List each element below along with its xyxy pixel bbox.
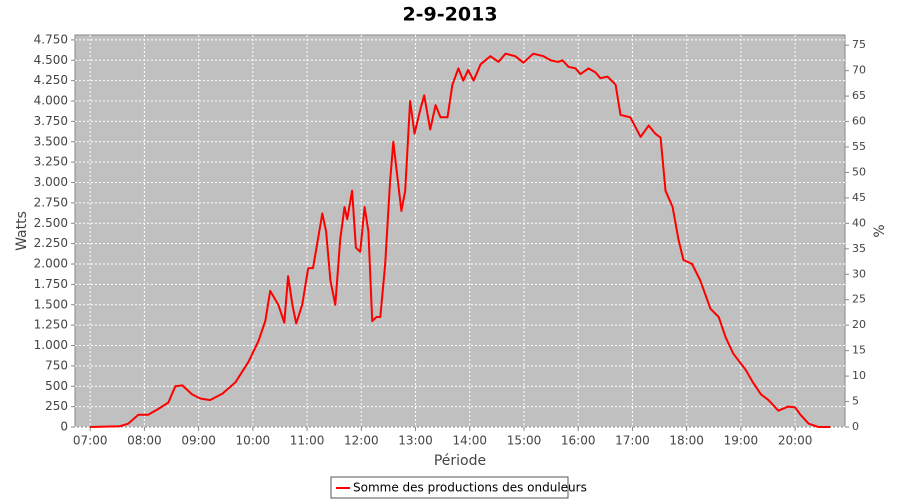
x-tick-label: 11:00 xyxy=(290,434,325,448)
y-tick-label: 4.750 xyxy=(34,32,68,46)
y-tick-label: 3.500 xyxy=(34,134,68,148)
y-tick-label: 1.500 xyxy=(34,297,68,311)
y2-tick-label: 40 xyxy=(852,216,866,229)
x-tick-label: 08:00 xyxy=(127,434,162,448)
x-tick-label: 09:00 xyxy=(181,434,216,448)
x-axis-label: Période xyxy=(434,453,486,469)
y2-tick-label: 10 xyxy=(852,369,866,382)
y2-tick-label: 45 xyxy=(852,191,866,204)
x-tick-label: 16:00 xyxy=(561,434,596,448)
y-tick-label: 4.500 xyxy=(34,53,68,67)
y2-tick-label: 65 xyxy=(852,89,866,102)
y-tick-label: 4.250 xyxy=(34,73,68,87)
x-tick-label: 10:00 xyxy=(236,434,271,448)
legend-box xyxy=(330,476,569,499)
y2-tick-label: 5 xyxy=(852,395,859,408)
y2-tick-label: 20 xyxy=(852,318,866,331)
y-tick-label: 0 xyxy=(60,420,68,434)
chart-title: 2-9-2013 xyxy=(402,4,497,26)
y-tick-label: 2.000 xyxy=(34,257,68,271)
y-tick-label: 1.000 xyxy=(34,338,68,352)
y-tick-label: 1.750 xyxy=(34,277,68,291)
y-tick-label: 500 xyxy=(45,379,68,393)
y2-tick-label: 75 xyxy=(852,38,866,51)
y2-tick-label: 30 xyxy=(852,267,866,280)
y-tick-label: 3.750 xyxy=(34,114,68,128)
x-tick-label: 12:00 xyxy=(344,434,379,448)
y2-tick-label: 15 xyxy=(852,344,866,357)
x-tick-label: 14:00 xyxy=(452,434,487,448)
y2-tick-label: 35 xyxy=(852,242,866,255)
x-tick-label: 19:00 xyxy=(724,434,759,448)
x-tick-label: 13:00 xyxy=(398,434,433,448)
y-tick-label: 2.500 xyxy=(34,216,68,230)
x-tick-label: 17:00 xyxy=(615,434,650,448)
y-tick-label: 3.000 xyxy=(34,175,68,189)
y-tick-label: 2.750 xyxy=(34,195,68,209)
y-tick-label: 250 xyxy=(45,399,68,413)
y-tick-label: 2.250 xyxy=(34,236,68,250)
y-tick-label: 1.250 xyxy=(34,318,68,332)
y2-tick-label: 0 xyxy=(852,420,859,433)
x-tick-label: 15:00 xyxy=(507,434,542,448)
plot-area xyxy=(74,34,846,428)
legend-label: Somme des productions des onduleurs xyxy=(353,481,587,495)
data-line xyxy=(90,52,831,428)
y-tick-label: 3.250 xyxy=(34,155,68,169)
y-tick-label: 750 xyxy=(45,358,68,372)
y2-tick-label: 55 xyxy=(852,140,866,153)
y2-tick-label: 70 xyxy=(852,64,866,77)
x-tick-label: 20:00 xyxy=(778,434,813,448)
y2-tick-label: 50 xyxy=(852,165,866,178)
x-tick-label: 07:00 xyxy=(73,434,108,448)
x-tick-label: 18:00 xyxy=(669,434,704,448)
y-tick-label: 4.000 xyxy=(34,94,68,108)
y2-axis-label: % xyxy=(872,224,888,237)
y2-tick-label: 25 xyxy=(852,293,866,306)
y-axis-label: Watts xyxy=(14,211,30,251)
y2-tick-label: 60 xyxy=(852,115,866,128)
